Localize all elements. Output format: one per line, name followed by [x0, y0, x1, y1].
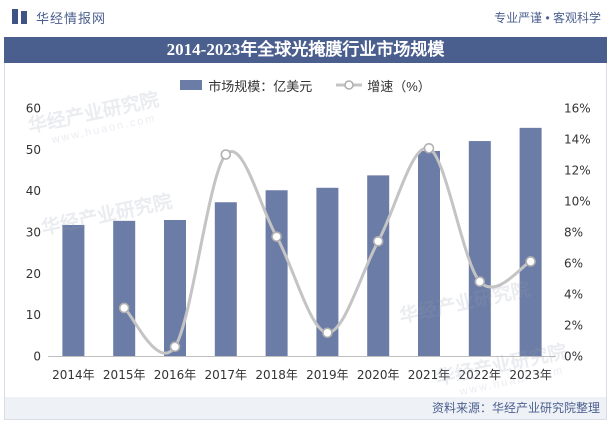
y-right-tick-label: 8% [564, 226, 583, 240]
page-header: 华经情报网 专业严谨 • 客观科学 [0, 0, 611, 32]
y-right-tick-label: 4% [564, 288, 583, 302]
x-tick-label: 2018年 [255, 368, 298, 382]
y-right-tick-label: 14% [564, 133, 591, 147]
chart-legend: 市场规模：亿美元 增速（%） [0, 75, 611, 95]
y-right-tick-label: 12% [564, 164, 591, 178]
growth-marker-2023 [525, 256, 536, 267]
bar-2017 [214, 202, 237, 356]
x-tick-label: 2021年 [408, 368, 451, 382]
legend-line-label: 增速（%） [367, 78, 431, 94]
growth-marker-2015 [118, 302, 130, 314]
legend-line-swatch [336, 80, 363, 90]
growth-marker-2019 [322, 327, 333, 339]
x-tick-label: 2014年 [52, 368, 95, 382]
bar-2019 [316, 187, 339, 356]
bar-2016 [164, 220, 186, 356]
y-left-tick-label: 10 [26, 308, 41, 322]
legend-item-line: 增速（%） [336, 76, 431, 95]
y-right-tick-label: 0% [564, 350, 583, 364]
y-right-tick-label: 10% [564, 195, 591, 209]
x-tick-label: 2020年 [357, 368, 400, 382]
growth-marker-2021 [423, 142, 435, 154]
bar-2022 [468, 141, 491, 356]
y-left-tick-label: 0 [33, 350, 41, 364]
legend-item-bar: 市场规模：亿美元 [180, 76, 312, 95]
slogan: 专业严谨 • 客观科学 [494, 11, 601, 25]
bar-2018 [265, 190, 288, 356]
bar-2023 [519, 127, 542, 356]
y-right-tick-label: 2% [564, 319, 583, 333]
legend-bar-swatch [180, 80, 203, 90]
y-left-tick-label: 30 [26, 226, 41, 240]
logo-bars-icon [12, 9, 28, 24]
y-left-tick-label: 50 [26, 143, 41, 157]
chart-title: 2014-2023年全球光掩膜行业市场规模 [4, 37, 607, 63]
growth-marker-2020 [372, 236, 384, 247]
y-left-tick-label: 20 [26, 267, 41, 281]
legend-bar-label: 市场规模：亿美元 [208, 78, 313, 94]
x-tick-label: 2023年 [509, 368, 552, 382]
x-tick-label: 2022年 [459, 368, 502, 382]
x-tick-label: 2016年 [154, 368, 197, 382]
logo-text: 华经情报网 [36, 11, 107, 26]
growth-marker-2017 [220, 149, 232, 160]
x-tick-label: 2017年 [205, 368, 248, 382]
bar-2015 [113, 220, 136, 356]
growth-marker-2018 [271, 231, 282, 242]
y-right-tick-label: 6% [564, 257, 583, 271]
growth-marker-2022 [474, 276, 486, 287]
y-right-tick-label: 16% [564, 102, 591, 116]
bar-2020 [367, 175, 390, 356]
chart-plot: 0 10 20 30 40 50 60 0% 2% 4% 6% 8% 10% 12% 14% 16% 2014年… [26, 102, 591, 383]
bar-2014 [62, 224, 85, 356]
x-tick-label: 2019年 [306, 368, 349, 382]
bar-2021 [418, 150, 440, 356]
y-left-tick-label: 40 [26, 184, 41, 198]
x-tick-label: 2015年 [103, 368, 146, 382]
source-note: 资料来源：华经产业研究院整理 [5, 397, 606, 419]
y-left-tick-label: 60 [26, 102, 41, 116]
growth-marker-2016 [169, 341, 181, 352]
